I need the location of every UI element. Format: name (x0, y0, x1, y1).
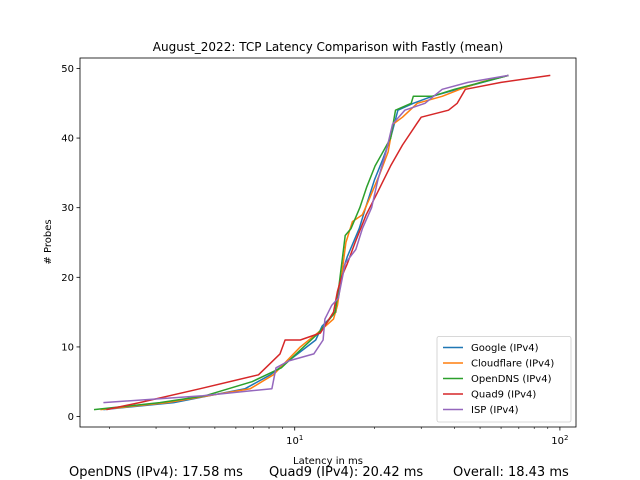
series-line-3 (106, 74, 551, 411)
legend-label-3: Quad9 (IPv4) (471, 390, 536, 401)
axes-layer: 0 10 20 30 40 50 101 102 (61, 57, 577, 447)
legend-label-2: OpenDNS (IPv4) (471, 374, 552, 385)
legend-label-4: ISP (IPv4) (471, 405, 519, 416)
y-tick-label: 50 (61, 64, 74, 75)
axes-frame (79, 57, 577, 428)
footer-opendns-mean: OpenDNS (IPv4): 17.58 ms (69, 465, 243, 480)
footer-quad9-mean: Quad9 (IPv4): 20.42 ms (269, 465, 424, 480)
legend-label-1: Cloudflare (IPv4) (471, 359, 554, 370)
legend: Google (IPv4) Cloudflare (IPv4) OpenDNS (I… (436, 336, 572, 423)
y-tick-label: 10 (61, 342, 74, 353)
legend-label-0: Google (IPv4) (471, 343, 539, 354)
footer-summary: OpenDNS (IPv4): 17.58 ms Quad9 (IPv4): 2… (0, 462, 640, 480)
legend-box (436, 336, 572, 423)
y-tick-label: 30 (61, 203, 74, 214)
x-tick-label: 101 (286, 434, 303, 447)
footer-overall-mean: Overall: 18.43 ms (453, 465, 569, 480)
y-axis-label: # Probes (43, 219, 54, 264)
y-tick-label: 0 (68, 412, 74, 423)
y-tick-label: 40 (61, 134, 74, 145)
chart-title: August_2022: TCP Latency Comparison with… (153, 40, 503, 54)
y-tick-label: 20 (61, 273, 74, 284)
series-line-2 (93, 74, 509, 411)
series-layer (93, 74, 551, 411)
series-line-4 (103, 74, 509, 404)
x-tick-label: 102 (551, 434, 568, 447)
x-axis-label: Latency in ms (293, 456, 363, 467)
